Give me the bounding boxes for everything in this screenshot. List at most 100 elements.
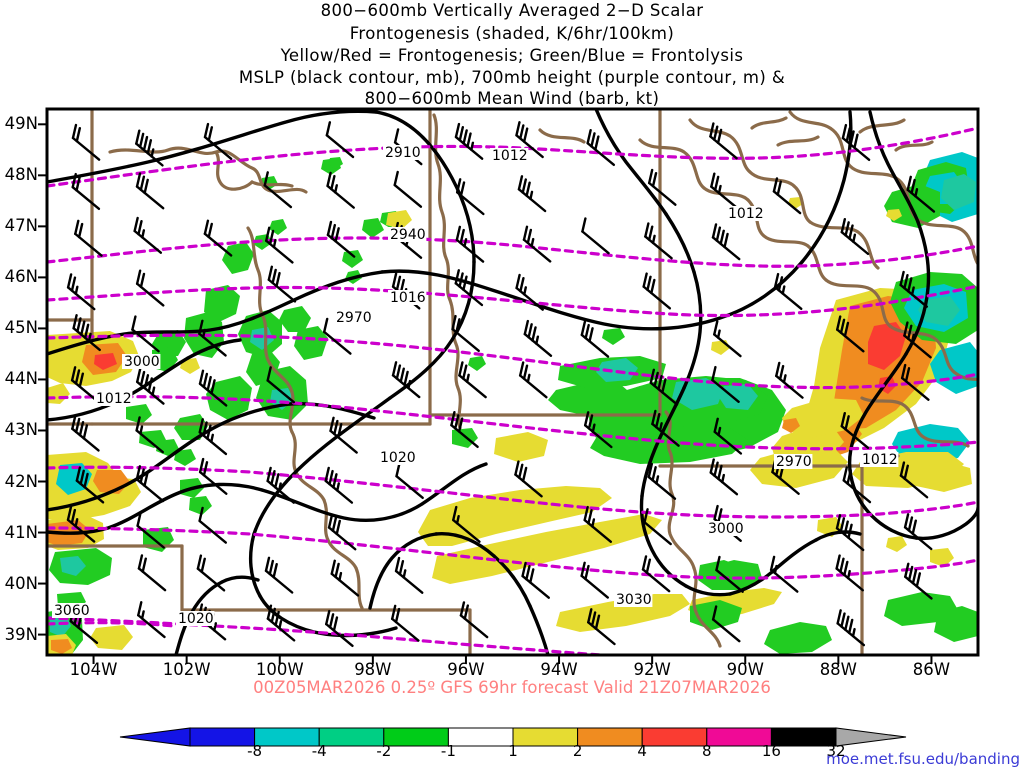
colorbar: -8 -4 -2 -1 1 2 4 8 16 32 bbox=[0, 726, 1024, 768]
wind-barb bbox=[709, 458, 739, 496]
wind-barb bbox=[514, 460, 543, 498]
wind-barb bbox=[198, 457, 228, 495]
wind-barb bbox=[775, 361, 804, 399]
wind-barb bbox=[523, 319, 553, 357]
contour-label: 1020 bbox=[178, 611, 214, 627]
y-axis-label: 43N bbox=[4, 420, 38, 440]
contour-label: 1012 bbox=[862, 452, 898, 468]
wind-barb bbox=[325, 609, 354, 648]
x-axis-label: 90W bbox=[726, 660, 764, 679]
wind-barb bbox=[900, 363, 930, 401]
wind-barb bbox=[393, 170, 423, 208]
wind-barb bbox=[198, 369, 228, 407]
x-axis-label: 92W bbox=[633, 660, 671, 679]
wind-barb bbox=[329, 416, 358, 454]
contour-label: 1012 bbox=[96, 391, 132, 407]
title-line-4: MSLP (black contour, mb), 700mb height (… bbox=[238, 68, 786, 87]
wind-barb bbox=[267, 265, 297, 303]
wind-barb bbox=[266, 366, 296, 404]
wind-barb bbox=[330, 559, 360, 597]
y-axis-label: 41N bbox=[4, 522, 38, 542]
wind-barb bbox=[135, 269, 165, 307]
y-axis-label: 48N bbox=[4, 165, 38, 185]
colorbar-tick-label: -4 bbox=[311, 742, 327, 760]
wind-barb bbox=[458, 361, 487, 399]
wind-barb bbox=[326, 171, 355, 209]
wind-barb bbox=[581, 217, 610, 255]
wind-barb bbox=[773, 272, 803, 311]
wind-barb bbox=[264, 556, 294, 594]
colorbar-tick-label: 2 bbox=[572, 742, 583, 760]
contour-label-bg bbox=[706, 521, 745, 536]
wind-barb bbox=[841, 123, 871, 162]
wind-barb bbox=[323, 317, 352, 355]
wind-barb bbox=[131, 315, 160, 353]
wind-barb bbox=[644, 222, 673, 260]
x-axis-label: 98W bbox=[354, 660, 392, 679]
colorbar-tick-label: -1 bbox=[440, 742, 456, 760]
colorbar-tick-label: -2 bbox=[376, 742, 392, 760]
wind-barb bbox=[198, 506, 227, 544]
colorbar-tick-label: 1 bbox=[508, 742, 518, 760]
wind-barb bbox=[136, 511, 165, 549]
contour-label: 3000 bbox=[708, 521, 744, 537]
wind-barb bbox=[711, 605, 741, 643]
title-line-5: 800−600mb Mean Wind (barb, kt) bbox=[364, 89, 660, 108]
wind-barb bbox=[395, 461, 424, 500]
contour-label: 2940 bbox=[390, 227, 426, 243]
contour-label-bg bbox=[334, 310, 373, 325]
wind-barb bbox=[327, 513, 357, 551]
wind-barb bbox=[71, 123, 101, 161]
wind-barb bbox=[586, 128, 616, 167]
colorbar-swatches bbox=[119, 727, 907, 747]
wind-barb bbox=[715, 555, 744, 593]
colorbar-over-arrow bbox=[835, 727, 907, 747]
x-axis-label: 88W bbox=[819, 660, 857, 679]
wind-barb bbox=[651, 409, 680, 447]
contour-label: 2970 bbox=[336, 310, 372, 326]
wind-barb bbox=[135, 172, 165, 210]
wind-barb bbox=[72, 314, 101, 352]
colorbar-tick-label: 16 bbox=[761, 742, 781, 760]
wind-barb bbox=[836, 609, 866, 647]
contour-label: 1012 bbox=[492, 148, 528, 164]
wind-barb bbox=[450, 410, 479, 449]
wind-barb bbox=[266, 604, 296, 642]
wind-barb bbox=[266, 466, 296, 504]
wind-barb bbox=[455, 178, 485, 216]
contour-label: 3030 bbox=[616, 592, 652, 608]
wind-barb bbox=[713, 417, 743, 455]
wind-barb bbox=[75, 466, 105, 504]
contour-label-bg bbox=[383, 145, 422, 160]
wind-barb bbox=[643, 508, 672, 546]
wind-barb bbox=[455, 225, 485, 263]
wind-barb bbox=[515, 273, 544, 311]
wind-barb bbox=[394, 556, 424, 594]
wind-barb bbox=[198, 418, 228, 456]
wind-barb bbox=[137, 601, 166, 639]
wind-barb bbox=[135, 416, 164, 454]
wind-barb bbox=[580, 320, 610, 358]
colorbar-under-arrow bbox=[119, 727, 191, 747]
contour-label-bg bbox=[490, 148, 529, 163]
wind-barb-layer bbox=[66, 121, 936, 648]
contour-label-bg bbox=[94, 391, 133, 406]
wind-barb bbox=[454, 122, 484, 160]
wind-barb bbox=[642, 272, 672, 310]
contour-label-bg bbox=[52, 603, 91, 618]
axis-ticks bbox=[38, 123, 933, 664]
wind-barb bbox=[451, 314, 480, 352]
wind-barb bbox=[66, 505, 96, 543]
wind-barb bbox=[325, 121, 355, 159]
wind-barb bbox=[772, 177, 802, 215]
x-axis-label: 86W bbox=[912, 660, 951, 679]
contour-label-bg bbox=[378, 450, 417, 465]
wind-barb bbox=[641, 555, 671, 593]
wind-barb bbox=[709, 122, 738, 160]
contour-label-bg bbox=[388, 227, 427, 242]
wind-barb bbox=[899, 270, 929, 308]
wind-barb bbox=[203, 219, 233, 257]
title-line-1: 800−600mb Vertically Averaged 2−D Scalar bbox=[320, 1, 704, 20]
wind-barb bbox=[583, 411, 613, 449]
wind-barb bbox=[459, 601, 489, 639]
